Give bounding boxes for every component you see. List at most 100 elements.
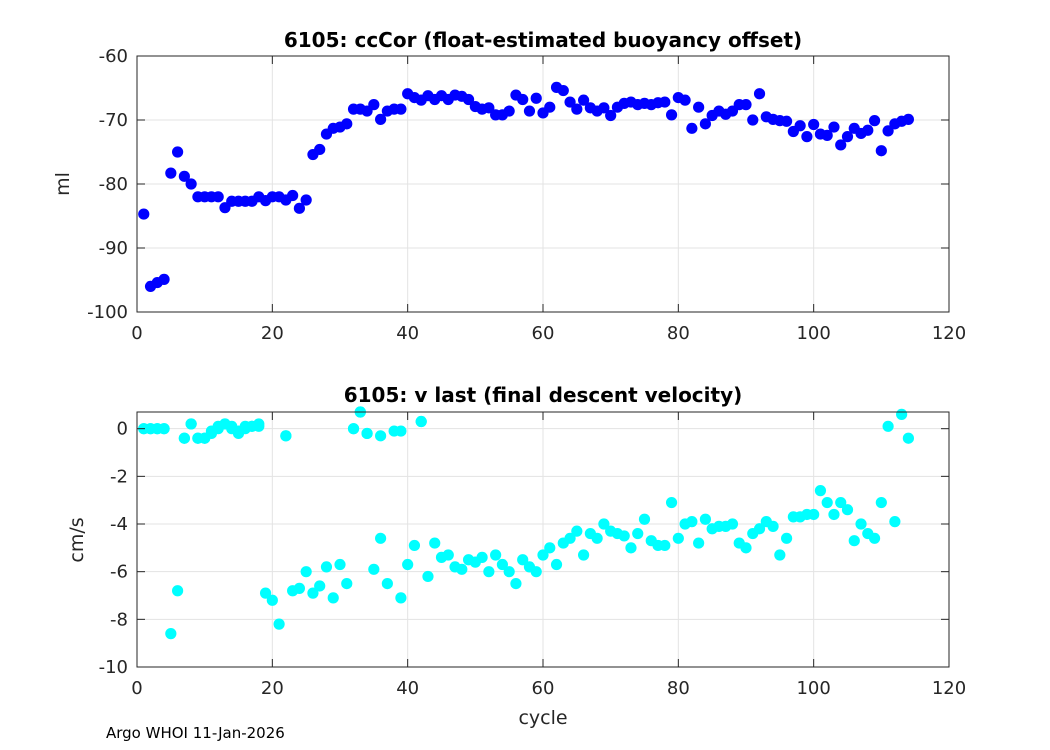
data-point-cccor [794, 120, 806, 132]
data-point-vlast [638, 513, 651, 525]
x-tick-label: 0 [131, 323, 142, 344]
data-point-vlast [395, 425, 407, 437]
data-point-vlast [415, 415, 427, 428]
data-point-vlast [347, 423, 360, 435]
data-point-cccor [314, 143, 326, 156]
data-point-cccor [605, 109, 617, 122]
points-vlast [138, 406, 915, 640]
data-point-vlast [429, 537, 441, 549]
x-tick-label: 0 [131, 678, 142, 699]
data-point-vlast [821, 496, 833, 509]
data-point-vlast [699, 513, 712, 525]
data-point-vlast [266, 594, 278, 606]
data-point-cccor [375, 113, 387, 125]
data-point-cccor [753, 88, 766, 100]
data-point-cccor [368, 99, 380, 111]
chart-title-vlast: 6105: v last (final descent velocity) [344, 383, 743, 407]
data-point-cccor [293, 202, 305, 214]
ticks-vlast: 0 20 40 60 80 100 120 -10 -8 -6 -4 -2 0 [99, 412, 966, 699]
data-point-vlast [693, 537, 705, 549]
data-point-cccor [178, 170, 190, 182]
data-point-cccor [185, 178, 197, 190]
data-point-vlast [320, 561, 333, 573]
data-point-vlast [476, 551, 488, 563]
data-point-vlast [868, 532, 881, 544]
data-point-vlast [564, 532, 576, 544]
data-point-vlast [510, 577, 522, 590]
footer-credit: Argo WHOI 11-Jan-2026 [106, 724, 285, 742]
data-point-cccor [828, 121, 840, 133]
data-point-vlast [273, 618, 285, 630]
x-tick-label: 120 [932, 323, 966, 344]
data-point-vlast [503, 566, 515, 578]
data-point-vlast [848, 535, 860, 547]
data-point-vlast [483, 566, 495, 578]
data-point-vlast [632, 527, 644, 540]
data-point-vlast [158, 423, 170, 435]
y-tick-label: -90 [99, 238, 128, 259]
data-point-cccor [665, 109, 678, 121]
data-point-cccor [686, 122, 698, 134]
data-point-vlast [814, 485, 827, 497]
x-tick-label: 80 [667, 678, 690, 699]
data-point-vlast [774, 549, 786, 561]
x-tick-label: 20 [261, 678, 284, 699]
data-point-vlast [165, 628, 177, 640]
data-point-vlast [375, 430, 387, 442]
chart-cccor: 0 20 40 60 80 100 120 -100 -90 -80 -70 -60 6105: cc… [52, 28, 966, 344]
y-tick-label: -8 [110, 609, 128, 630]
data-point-cccor [571, 103, 583, 115]
data-point-cccor [875, 145, 887, 157]
points-cccor [138, 81, 915, 292]
data-point-vlast [327, 592, 339, 604]
data-point-vlast [550, 558, 563, 571]
data-point-vlast [259, 587, 272, 599]
data-point-vlast [544, 542, 556, 554]
data-point-cccor [483, 102, 495, 114]
data-point-vlast [740, 542, 752, 554]
y-axis-label-vlast: cm/s [66, 517, 88, 562]
data-point-cccor [598, 102, 610, 114]
data-point-vlast [178, 432, 190, 444]
data-point-cccor [557, 84, 569, 97]
data-point-vlast [686, 516, 698, 528]
data-point-vlast [753, 523, 766, 535]
data-point-cccor [781, 115, 793, 127]
data-point-cccor [212, 191, 224, 203]
data-point-vlast [896, 408, 908, 420]
data-point-vlast [422, 570, 434, 583]
data-point-vlast [314, 580, 326, 592]
data-point-vlast [490, 549, 502, 561]
data-point-cccor [300, 194, 312, 206]
data-point-cccor [341, 118, 353, 130]
y-tick-label: -60 [99, 46, 128, 67]
data-point-vlast [381, 577, 393, 590]
data-point-vlast [307, 587, 319, 599]
data-point-cccor [503, 105, 515, 117]
data-point-vlast [841, 504, 854, 516]
data-point-cccor [808, 118, 820, 131]
data-point-cccor [693, 101, 705, 113]
data-point-vlast [578, 549, 590, 561]
data-point-cccor [835, 139, 847, 151]
data-point-vlast [781, 532, 793, 544]
data-point-vlast [855, 518, 867, 530]
data-point-vlast [618, 530, 630, 542]
data-point-cccor [882, 125, 894, 137]
data-point-vlast [361, 427, 373, 440]
data-point-cccor [165, 167, 177, 179]
data-point-vlast [280, 430, 292, 442]
x-tick-label: 60 [532, 323, 555, 344]
x-tick-label: 20 [261, 323, 284, 344]
x-tick-label: 40 [396, 678, 419, 699]
data-point-cccor [287, 189, 299, 202]
data-point-vlast [571, 525, 583, 537]
data-point-cccor [902, 113, 915, 125]
y-tick-label: -70 [99, 110, 128, 131]
data-point-vlast [889, 516, 901, 528]
data-point-vlast [875, 496, 887, 509]
data-point-vlast [517, 554, 529, 566]
data-point-cccor [138, 208, 150, 220]
data-point-cccor [841, 131, 854, 143]
